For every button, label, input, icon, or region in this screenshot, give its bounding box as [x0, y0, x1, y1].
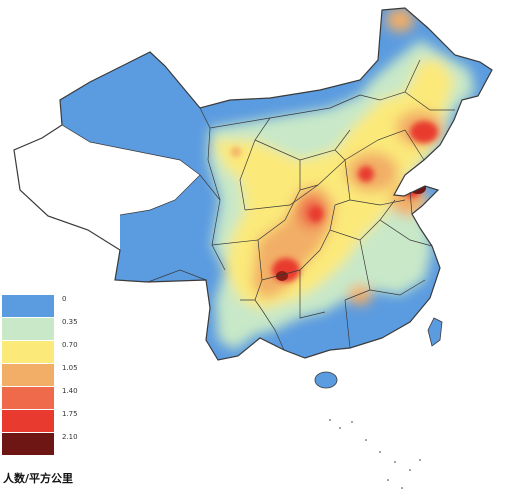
legend-item: 1.75: [2, 409, 122, 432]
legend-label: 0: [62, 295, 67, 303]
legend-swatch: [2, 341, 54, 363]
legend-swatch: [2, 433, 54, 455]
legend-label: 2.10: [62, 433, 78, 441]
hotspot-north: [358, 166, 374, 182]
island-hainan: [314, 371, 338, 389]
legend-swatch: [2, 410, 54, 432]
legend-item: 0.70: [2, 340, 122, 363]
legend-item: 0: [2, 294, 122, 317]
province-borders: [61, 59, 455, 351]
legend-label: 1.75: [62, 410, 78, 418]
legend-swatch: [2, 387, 54, 409]
region-tibet-white: [14, 125, 200, 250]
legend-label: 1.40: [62, 387, 78, 395]
hotspot-ne: [410, 121, 438, 143]
legend-label: 0.35: [62, 318, 78, 326]
legend-item: 0.35: [2, 317, 122, 340]
legend-item: 2.10: [2, 432, 122, 455]
legend-item: 1.40: [2, 386, 122, 409]
region-orange-south: [348, 285, 372, 305]
legend-label: 0.70: [62, 341, 78, 349]
legend-swatch: [2, 364, 54, 386]
legend-label: 1.05: [62, 364, 78, 372]
hotspot-south-dark: [276, 271, 288, 281]
legend: 0 0.35 0.70 1.05 1.40 1.75 2.10: [2, 294, 122, 455]
hotspot-central: [309, 206, 323, 222]
hotspot-nw: [231, 147, 241, 157]
south-sea-islands: [329, 419, 421, 489]
region-yellow-nw: [210, 140, 255, 175]
legend-swatch: [2, 295, 54, 317]
region-orange-top: [386, 8, 414, 32]
legend-swatch: [2, 318, 54, 340]
legend-item: 1.05: [2, 363, 122, 386]
legend-title: 人数/平方公里: [3, 472, 74, 485]
island-taiwan: [427, 317, 443, 347]
